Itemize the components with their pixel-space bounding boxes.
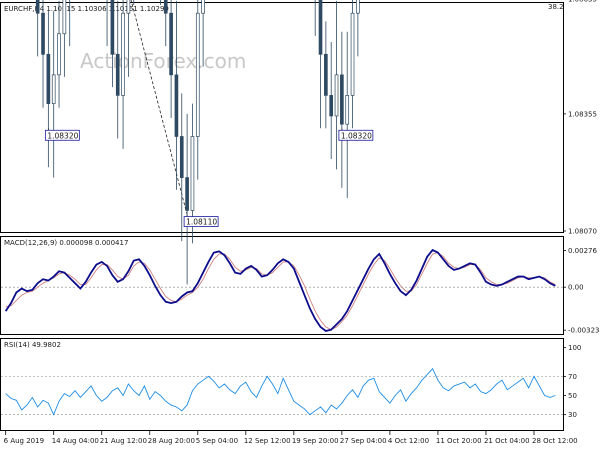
candle-body <box>334 74 339 117</box>
x-tick-label: 4 Oct 12:00 <box>388 437 429 445</box>
x-tick-label: 19 Sep 20:00 <box>292 437 339 445</box>
x-axis-ticks: 6 Aug 2019 14 Aug 04:00 21 Aug 12:00 28 Aug… <box>4 431 578 445</box>
x-tick-label: 6 Aug 2019 <box>4 437 44 445</box>
candle-body <box>340 74 344 125</box>
candle-body <box>201 0 205 14</box>
price-panel-title: EURCHF,H4 1.10215 1.10306 1.10161 1.1029… <box>4 5 169 13</box>
rsi-y-ticks: 100 70 50 30 <box>563 344 581 419</box>
candle-body <box>121 12 125 96</box>
watermark: ActionForex.com <box>80 49 246 73</box>
price-y-ticks: 1.106201.102991.100551.097401.092101.089… <box>563 0 597 236</box>
x-tick-label: 11 Oct 20:00 <box>436 437 482 445</box>
candle-body <box>174 74 179 137</box>
price-candles <box>35 0 360 285</box>
candle-body <box>185 177 189 211</box>
candle-body <box>179 136 184 178</box>
rsi-lines <box>1 367 563 416</box>
x-tick-label: 5 Sep 04:00 <box>196 437 238 445</box>
annotation-box <box>183 216 219 227</box>
annotation-box <box>44 129 80 141</box>
candle-body <box>46 53 51 104</box>
candle-body <box>190 136 195 211</box>
price-tick-label: 1.08355 <box>568 110 597 118</box>
macd-line <box>4 248 556 332</box>
x-tick-label: 21 Aug 12:00 <box>100 437 147 445</box>
x-tick-label: 28 Oct 12:00 <box>532 437 578 445</box>
candle-body <box>350 12 355 96</box>
annotation-label: 1.08320 <box>47 131 78 140</box>
candle-body <box>51 74 56 104</box>
candle-body <box>41 12 45 55</box>
rsi-line <box>5 367 556 416</box>
price-tick-label: 1.08635 <box>568 0 597 3</box>
x-tick-label: 14 Aug 04:00 <box>52 437 99 445</box>
x-tick-label: 27 Sep 04:00 <box>340 437 387 445</box>
macd-tick-label: -0.003237 <box>568 327 600 335</box>
annotation-label: 1.08110 <box>186 218 217 227</box>
macd-panel-title: MACD(12,26,9) 0.000098 0.000417 <box>4 239 128 247</box>
candle-body <box>126 0 131 14</box>
price-panel-frame <box>0 2 564 233</box>
rsi-tick-label: 50 <box>568 392 577 400</box>
macd-tick-label: 0.00276 <box>568 247 597 255</box>
rsi-tick-label: 30 <box>568 411 577 419</box>
candle-body <box>115 53 120 96</box>
candle-body <box>345 95 350 125</box>
candle-body <box>329 95 334 117</box>
rsi-tick-label: 70 <box>568 373 577 381</box>
macd-panel-frame <box>0 236 564 335</box>
x-tick-label: 21 Oct 04:00 <box>484 437 530 445</box>
annotation-label: 1.08320 <box>341 131 372 140</box>
annotation-box <box>338 129 374 141</box>
rsi-panel-frame <box>0 338 564 431</box>
candle-body <box>169 12 173 76</box>
price-tick-label: 1.08070 <box>568 228 597 236</box>
candle-body <box>57 33 61 76</box>
price-scale-label: 38.2 <box>548 3 564 11</box>
macd-signal-line <box>5 252 556 331</box>
candle-body <box>324 53 328 96</box>
rsi-tick-label: 100 <box>568 344 581 352</box>
macd-y-ticks: 0.00276 0.00 -0.003237 <box>563 247 600 335</box>
candle-body <box>356 0 360 14</box>
macd-tick-label: 0.00 <box>568 284 584 292</box>
candle-body <box>110 0 115 55</box>
candle-body <box>62 0 67 35</box>
macd-lines <box>1 248 563 332</box>
x-tick-label: 28 Aug 20:00 <box>148 437 195 445</box>
candle-body <box>195 12 200 137</box>
x-tick-label: 12 Sep 12:00 <box>244 437 291 445</box>
price-annotations: 1.083201.092401.081101.101801.083201.105… <box>44 128 374 227</box>
rsi-panel-title: RSI(14) 49.9802 <box>4 341 61 349</box>
candle-body <box>35 0 40 14</box>
candle-body <box>163 0 168 14</box>
candle-body <box>318 0 323 55</box>
